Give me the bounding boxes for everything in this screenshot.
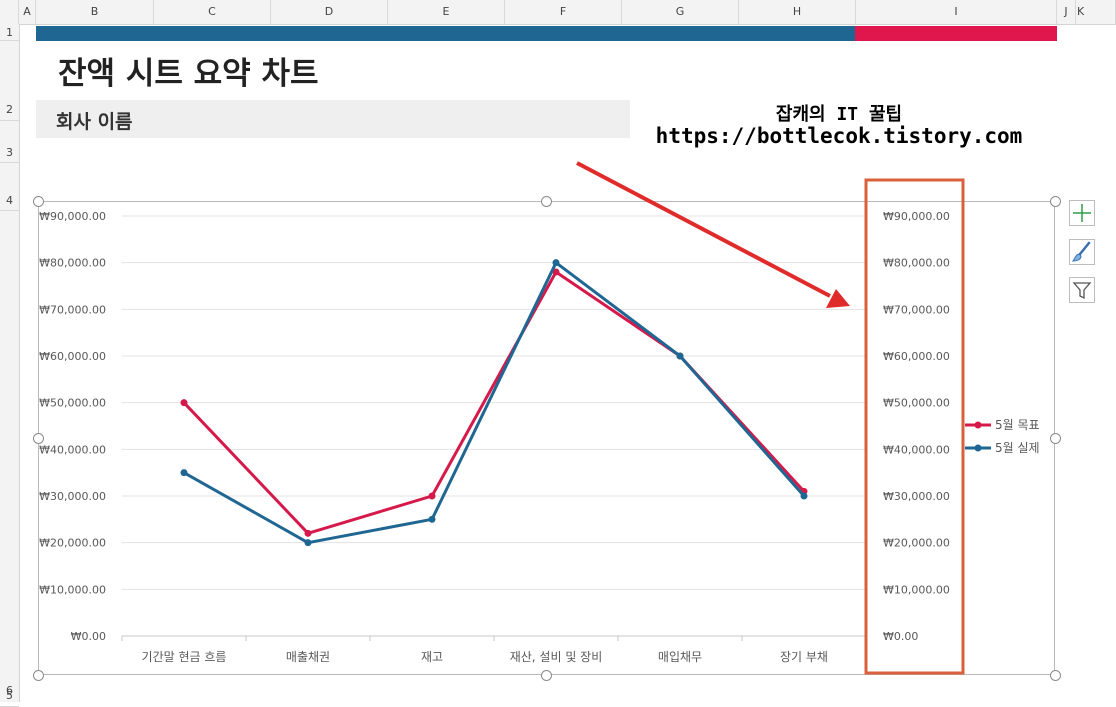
resize-handle-left[interactable] [33, 433, 44, 444]
company-name-cell[interactable]: 회사 이름 [36, 100, 630, 138]
data-point [180, 469, 188, 477]
resize-handle-top[interactable] [541, 196, 552, 207]
data-point [552, 268, 560, 276]
y-tick-label-right: ₩50,000.00 [883, 397, 950, 410]
column-header-bar: A B C D E F G H I J K [0, 0, 1116, 25]
resize-handle-bottom[interactable] [541, 670, 552, 681]
chart-filters-button[interactable] [1069, 277, 1095, 303]
data-point [800, 492, 808, 500]
y-tick-label-right: ₩80,000.00 [883, 257, 950, 270]
chart-elements-button[interactable] [1069, 200, 1095, 226]
x-tick-label: 기간말 현금 흐름 [142, 650, 227, 664]
gridlines [122, 215, 866, 637]
y-tick-label-left: ₩30,000.00 [39, 490, 106, 503]
x-tick-label: 재산, 설비 및 장비 [510, 650, 603, 664]
column-header-e[interactable]: E [388, 0, 505, 24]
column-header-g[interactable]: G [622, 0, 739, 24]
data-point [304, 539, 312, 547]
x-tick-label: 매출채권 [286, 650, 330, 664]
resize-handle-bottom-right[interactable] [1050, 670, 1061, 681]
legend-label: 5월 목표 [995, 418, 1040, 432]
data-point [676, 352, 684, 360]
row-header-4[interactable]: 4 [0, 163, 19, 211]
x-tick-label: 재고 [421, 650, 443, 664]
chart-styles-button[interactable] [1069, 239, 1095, 265]
data-point [180, 399, 188, 407]
y-tick-label-right: ₩40,000.00 [883, 443, 950, 456]
row-header-bar: 1 2 3 4 5 6 [0, 24, 20, 707]
y-tick-label-left: ₩90,000.00 [39, 210, 106, 223]
y-tick-label-left: ₩80,000.00 [39, 257, 106, 270]
legend-swatch-marker [974, 444, 982, 452]
column-header-c[interactable]: C [154, 0, 271, 24]
y-tick-label-left: ₩50,000.00 [39, 397, 106, 410]
column-header-f[interactable]: F [505, 0, 622, 24]
row-header-1[interactable]: 1 [0, 24, 19, 41]
title-band-blue [36, 26, 855, 41]
brush-icon [1071, 241, 1091, 262]
data-point [304, 529, 312, 537]
column-header-d[interactable]: D [271, 0, 388, 24]
sheet-title[interactable]: 잔액 시트 요약 차트 [58, 56, 319, 92]
series-line-2 [183, 261, 806, 545]
title-band-red [855, 26, 1057, 41]
y-tick-label-right: ₩30,000.00 [883, 490, 950, 503]
y-tick-label-right: ₩60,000.00 [883, 350, 950, 363]
column-header-j[interactable]: J [1057, 0, 1076, 24]
column-header-a[interactable]: A [19, 0, 36, 24]
resize-handle-bottom-left[interactable] [33, 670, 44, 681]
data-point [552, 259, 560, 267]
resize-handle-top-left[interactable] [33, 196, 44, 207]
column-header-i[interactable]: I [856, 0, 1057, 24]
y-axis-left: ₩0.00 ₩10,000.00 ₩20,000.00 ₩30,000.00 ₩40,0… [39, 210, 106, 643]
annotation-arrow [576, 161, 850, 308]
series-lines [180, 259, 808, 547]
row-header-3[interactable]: 3 [0, 121, 19, 163]
data-point [428, 492, 436, 500]
resize-handle-right[interactable] [1050, 433, 1061, 444]
column-header-b[interactable]: B [36, 0, 154, 24]
legend-label: 5월 실제 [995, 441, 1040, 455]
column-header-h[interactable]: H [739, 0, 856, 24]
legend-swatch-marker [974, 421, 982, 429]
y-tick-label-left: ₩10,000.00 [39, 583, 106, 596]
y-tick-label-left: ₩70,000.00 [39, 303, 106, 316]
y-tick-label-right: ₩70,000.00 [883, 303, 950, 316]
y-tick-label-left: ₩60,000.00 [39, 350, 106, 363]
y-axis-right: ₩0.00 ₩10,000.00 ₩20,000.00 ₩30,000.00 ₩40,0… [883, 210, 950, 643]
row-header-6[interactable]: 6 [6, 684, 13, 697]
data-point [428, 515, 436, 523]
y-tick-label-left: ₩0.00 [71, 630, 106, 643]
y-tick-label-right: ₩20,000.00 [883, 537, 950, 550]
company-name-label: 회사 이름 [56, 111, 133, 133]
x-tick-label: 장기 부채 [780, 650, 828, 664]
watermark-title: 잡캐의 IT 꿀팁 [775, 104, 903, 125]
row-header-2[interactable]: 2 [0, 41, 19, 121]
plus-icon [1073, 204, 1091, 222]
x-axis: 기간말 현금 흐름 매출채권 재고 재산, 설비 및 장비 매입채무 장기 부채 [121, 636, 867, 664]
y-tick-label-left: ₩40,000.00 [39, 443, 106, 456]
y-tick-label-right: ₩0.00 [883, 630, 918, 643]
select-all-corner[interactable] [0, 0, 19, 24]
y-tick-label-left: ₩20,000.00 [39, 537, 106, 550]
secondary-axis-highlight [864, 178, 965, 675]
filter-icon [1072, 282, 1092, 300]
y-tick-label-right: ₩90,000.00 [883, 210, 950, 223]
watermark-url: https://bottlecok.tistory.com [655, 124, 1023, 148]
legend: 5월 목표 5월 실제 [965, 418, 1040, 455]
x-tick-label: 매입채무 [658, 650, 702, 664]
resize-handle-top-right[interactable] [1050, 196, 1061, 207]
y-tick-label-right: ₩10,000.00 [883, 583, 950, 596]
